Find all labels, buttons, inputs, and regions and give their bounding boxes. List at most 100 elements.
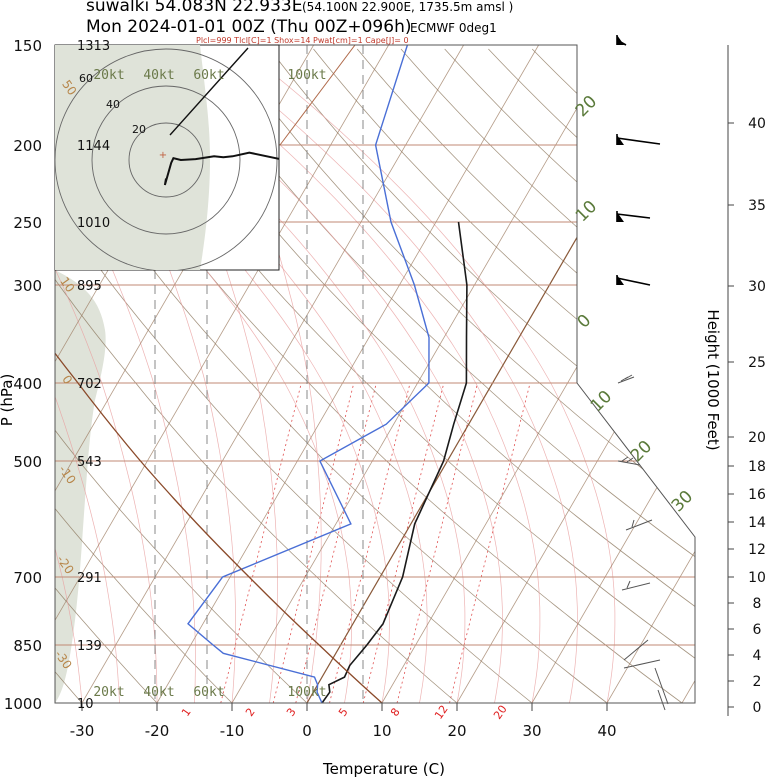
wind-barb <box>625 519 653 531</box>
height-tick-label: 4 <box>753 648 762 664</box>
pressure-label: 700 <box>13 569 42 587</box>
pressure-label: 200 <box>13 137 42 155</box>
isotherm-line <box>156 45 539 703</box>
geopotential-label: 543 <box>77 455 102 470</box>
pressure-label: 250 <box>13 214 42 232</box>
wind-barb <box>621 580 651 591</box>
isotherm-line <box>55 45 389 703</box>
pressure-label: 150 <box>13 37 42 55</box>
height-tick-label: 18 <box>748 459 766 475</box>
x-tick-label: -30 <box>70 722 95 740</box>
dry-adiabat-line <box>444 48 695 703</box>
wind-barb-flag <box>617 35 624 45</box>
pressure-label: 300 <box>13 277 42 295</box>
y2-axis-label: Height (1000 Feet) <box>704 309 722 450</box>
height-tick-label: 12 <box>748 542 766 558</box>
speed-label-top: 40kt <box>143 68 174 83</box>
hodo-ring <box>128 122 204 198</box>
pressure-label: 500 <box>13 453 42 471</box>
geopotential-label: 1144 <box>77 139 110 154</box>
isotherm-line <box>81 45 464 703</box>
hodograph-line <box>163 151 279 186</box>
x-axis-label: Temperature (C) <box>322 760 445 778</box>
moist-adiabat-line <box>241 48 616 703</box>
moist-adiabat-line <box>166 48 541 703</box>
title-date: Mon 2024-01-01 00Z (Thu 00Z+096h) <box>86 17 411 37</box>
geopotential-label: 10 <box>77 697 94 712</box>
wind-barb <box>617 456 641 466</box>
hodograph-inset: 20 40 60 + <box>54 44 280 271</box>
hodo-ring-label: 20 <box>132 123 146 136</box>
geopotential-label: 1313 <box>77 39 110 54</box>
x-tick-label: -10 <box>220 722 245 740</box>
temperature-profile <box>321 221 468 703</box>
geopotential-label: 139 <box>77 639 102 654</box>
speed-label-top: 20kt <box>93 68 124 83</box>
moist-adiabat-line <box>204 48 578 703</box>
height-tick-label: 30 <box>748 279 766 295</box>
title-coords: (54.100N 22.900E, 1735.5m amsl ) <box>302 0 513 14</box>
speed-label-top: 60kt <box>193 68 224 83</box>
wind-barb <box>616 134 661 145</box>
x-tick-label: -20 <box>145 722 170 740</box>
speed-label-bottom: 100kt <box>287 685 326 700</box>
upper-adiabat-line <box>279 45 356 146</box>
pressure-label: 850 <box>13 637 42 655</box>
plot-frame <box>54 44 696 704</box>
wind-barbs: 0 2 4 6 8 10 12 14 16 18 20 25 30 35 40 <box>616 35 766 716</box>
mixing-ratio-label: 1 <box>179 706 194 719</box>
hodo-shading <box>55 45 210 270</box>
height-tick-label: 25 <box>748 355 766 371</box>
speed-label-bottom: 60kt <box>193 685 224 700</box>
speed-label-bottom: 20kt <box>93 685 124 700</box>
isotherm-line <box>606 45 695 703</box>
wind-barb <box>617 374 635 384</box>
height-tick-label: 10 <box>748 570 766 586</box>
wind-barb-flag <box>617 212 624 222</box>
title-station: suwalki 54.083N 22.933E <box>86 0 302 16</box>
x-tick-label: 20 <box>447 722 466 740</box>
wind-barb-flag <box>617 135 624 145</box>
hodo-ring <box>91 85 241 235</box>
height-tick-label: 40 <box>748 116 766 132</box>
y-axis-label: P (hPa) <box>0 374 16 427</box>
height-tick-label: 20 <box>748 430 766 446</box>
x-tick-label: 30 <box>522 722 541 740</box>
dry-adiabat-line <box>55 48 533 703</box>
hodograph-upper-segment <box>169 47 249 136</box>
pressure-label: 400 <box>13 375 42 393</box>
mixing-ratio-label: 8 <box>388 706 403 719</box>
moist-adiabat-line <box>55 48 158 703</box>
mixing-ratio-label: 12 <box>432 703 451 722</box>
parcel-path <box>55 252 383 703</box>
dry-adiabat-line <box>356 48 695 703</box>
height-tick-label: 14 <box>748 515 766 531</box>
moist-adiabat-line <box>55 48 83 703</box>
speed-label-top: 100kt <box>287 68 326 83</box>
stability-indices: Plcl=999 Tlcl[C]=1 Shox=14 Pwat[cm]=1 Ca… <box>196 36 409 45</box>
hodo-ring-label: 60 <box>79 72 93 85</box>
dry-adiabat-line <box>55 48 308 703</box>
moist-adiabat-line <box>55 48 120 703</box>
mixing-ratio-label: 2 <box>243 706 258 719</box>
isotherm-line <box>231 45 614 703</box>
height-tick-label: 35 <box>748 198 766 214</box>
speed-label-bottom: 40kt <box>143 685 174 700</box>
title-model: ECMWF 0deg1 <box>410 21 497 35</box>
height-tick-label: 2 <box>753 674 762 690</box>
x-tick-label: 40 <box>597 722 616 740</box>
hodo-ring <box>55 48 278 270</box>
moisture-shading <box>55 270 106 703</box>
isotherm-line <box>381 45 695 703</box>
hodo-ring-label: 40 <box>106 98 120 111</box>
dry-adiabat-line <box>55 48 158 703</box>
mixing-ratio-label: 20 <box>491 703 510 722</box>
height-tick-label: 6 <box>753 622 762 638</box>
isotherm-line <box>531 45 695 703</box>
mixing-ratio-label: 3 <box>284 706 299 719</box>
wind-barb <box>623 659 661 669</box>
geopotential-label: 1010 <box>77 216 110 231</box>
wind-barb-flag <box>617 275 624 285</box>
dewpoint-profile <box>187 45 430 703</box>
